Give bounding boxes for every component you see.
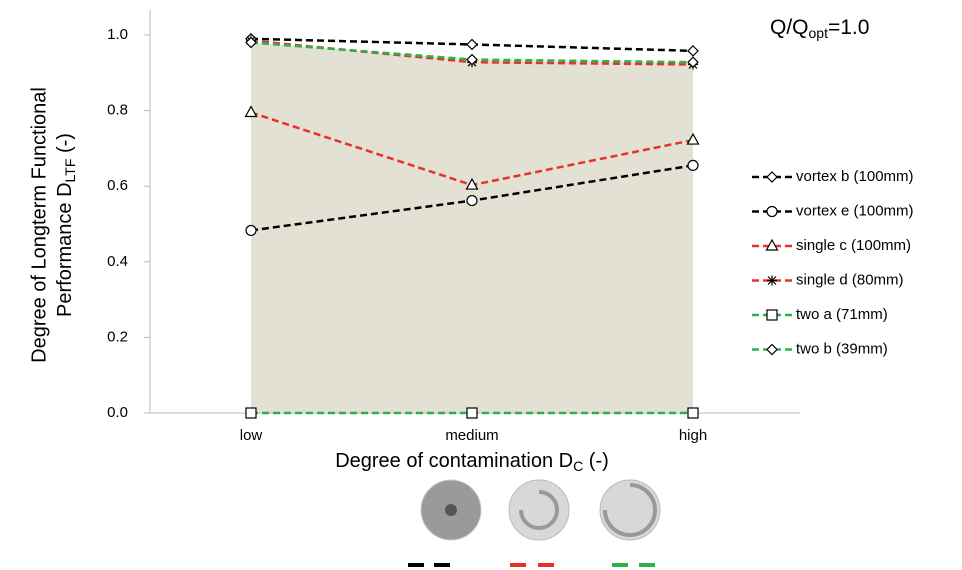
legend-item: two a (71mm) (752, 306, 888, 323)
y-axis-label: Degree of Longterm Functional Performanc… (28, 87, 77, 363)
y-tick-label: 0.2 (107, 328, 128, 345)
y-label-line: Degree of Longterm Functional (28, 87, 50, 363)
legend-item: single d (80mm) (752, 271, 904, 288)
marker (467, 408, 477, 418)
x-tick-label: medium (445, 427, 498, 444)
marker (688, 408, 698, 418)
legend-marker (767, 172, 777, 182)
y-tick-label: 1.0 (107, 26, 128, 43)
legend-marker (767, 310, 777, 320)
legend-item: two b (39mm) (752, 340, 888, 357)
marker (688, 46, 698, 56)
x-axis-label: Degree of contamination DC (-) (335, 450, 609, 473)
x-tick-label: low (240, 427, 263, 444)
y-tick-label: 0.6 (107, 177, 128, 194)
legend-label: single c (100mm) (796, 237, 911, 254)
marker (246, 408, 256, 418)
y-tick-label: 0.0 (107, 404, 128, 421)
y-tick-label: 0.4 (107, 253, 128, 270)
legend-item: vortex e (100mm) (752, 202, 914, 219)
annotation: Q/Qopt=1.0 (770, 16, 869, 41)
chart: Q/Qopt=1.0 Degree of Longterm Functional… (0, 0, 962, 570)
legend-item: single c (100mm) (752, 237, 911, 254)
marker (467, 196, 477, 206)
legend-marker (767, 276, 777, 286)
x-tick-label: high (679, 427, 707, 444)
device-icon-center (445, 504, 457, 516)
area (251, 43, 693, 413)
legend-label: two b (39mm) (796, 340, 888, 357)
marker (688, 160, 698, 170)
legend-label: single d (80mm) (796, 271, 904, 288)
legend-marker (767, 207, 777, 217)
y-label-line: Performance DLTF (-) (54, 133, 77, 317)
legend-label: vortex b (100mm) (796, 168, 914, 185)
legend-marker (767, 345, 777, 355)
legend-item: vortex b (100mm) (752, 168, 914, 185)
device-icon (600, 480, 660, 540)
legend-label: vortex e (100mm) (796, 202, 914, 219)
device-icons (408, 480, 660, 565)
y-tick-label: 0.8 (107, 102, 128, 119)
marker (467, 39, 477, 49)
marker (246, 225, 256, 235)
device-icon (509, 480, 569, 540)
legend-label: two a (71mm) (796, 306, 888, 323)
